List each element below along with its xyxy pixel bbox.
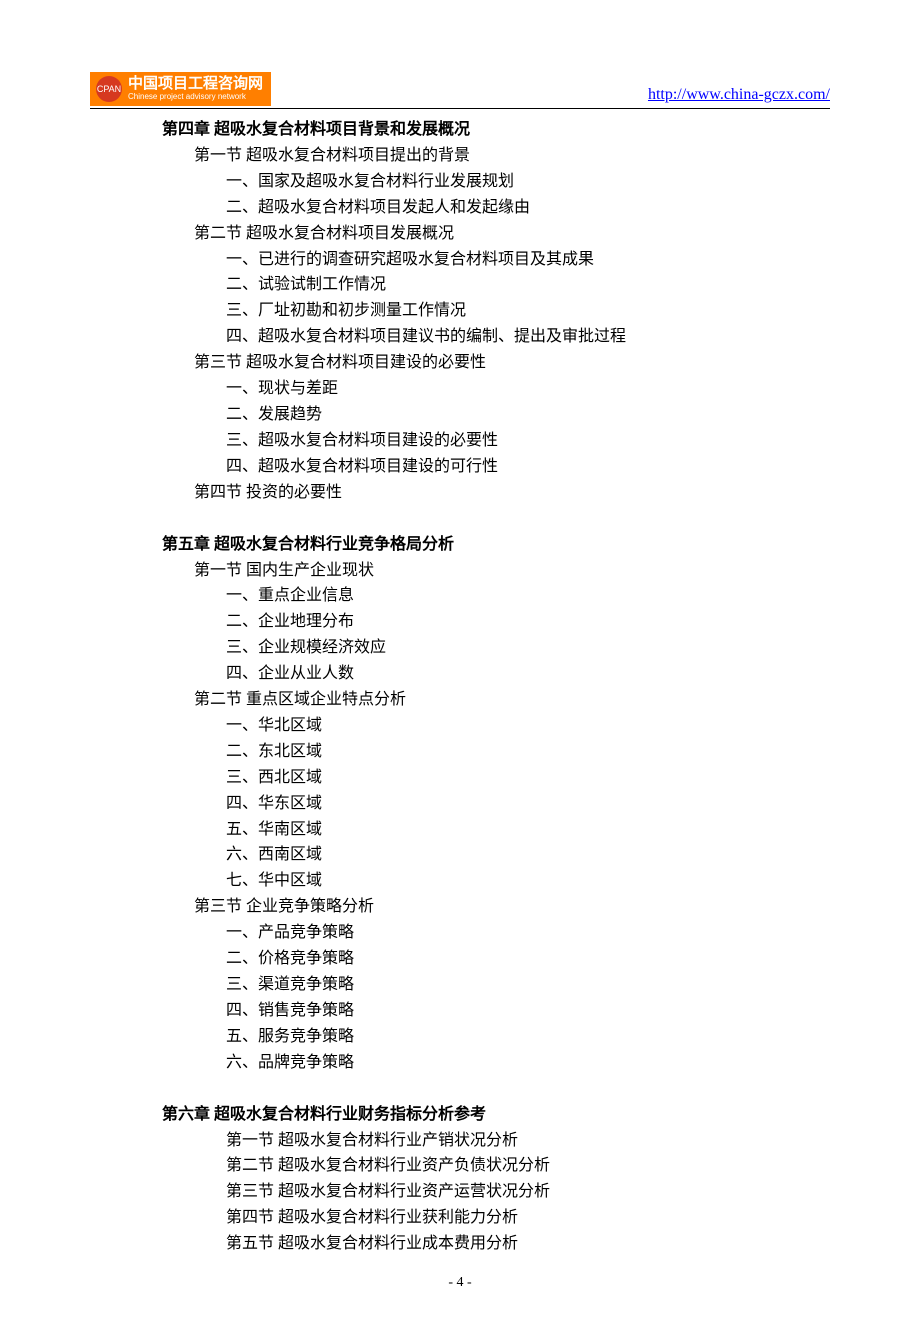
chapter-6-section-title: 第一节 超吸水复合材料行业产销状况分析: [226, 1128, 830, 1154]
toc-item: 一、已进行的调查研究超吸水复合材料项目及其成果: [226, 247, 830, 273]
toc-item: 五、华南区域: [226, 817, 830, 843]
section-spacer: [90, 1076, 830, 1102]
toc-item: 二、超吸水复合材料项目发起人和发起缘由: [226, 195, 830, 221]
chapter-6-section-title: 第五节 超吸水复合材料行业成本费用分析: [226, 1231, 830, 1257]
logo-text-group: 中国项目工程咨询网 Chinese project advisory netwo…: [128, 76, 263, 101]
toc-item: 二、价格竞争策略: [226, 946, 830, 972]
toc-item: 二、企业地理分布: [226, 609, 830, 635]
toc-item: 四、超吸水复合材料项目建设的可行性: [226, 454, 830, 480]
chapter-4-section-4-title: 第四节 投资的必要性: [194, 480, 830, 506]
chapter-4-section-2-title: 第二节 超吸水复合材料项目发展概况: [194, 221, 830, 247]
toc-item: 七、华中区域: [226, 868, 830, 894]
chapter-5-title: 第五章 超吸水复合材料行业竞争格局分析: [162, 532, 830, 558]
chapter-6-section-title: 第二节 超吸水复合材料行业资产负债状况分析: [226, 1153, 830, 1179]
document-page: CPAN 中国项目工程咨询网 Chinese project advisory …: [0, 0, 920, 1331]
logo-badge-icon: CPAN: [96, 76, 122, 102]
document-content: 第四章 超吸水复合材料项目背景和发展概况 第一节 超吸水复合材料项目提出的背景 …: [90, 117, 830, 1257]
toc-item: 二、东北区域: [226, 739, 830, 765]
page-header: CPAN 中国项目工程咨询网 Chinese project advisory …: [90, 72, 830, 109]
toc-item: 三、超吸水复合材料项目建设的必要性: [226, 428, 830, 454]
toc-item: 一、重点企业信息: [226, 583, 830, 609]
logo-english: Chinese project advisory network: [128, 93, 263, 102]
chapter-5-section-1-title: 第一节 国内生产企业现状: [194, 558, 830, 584]
toc-item: 二、发展趋势: [226, 402, 830, 428]
chapter-4-title: 第四章 超吸水复合材料项目背景和发展概况: [162, 117, 830, 143]
chapter-4-section-3-title: 第三节 超吸水复合材料项目建设的必要性: [194, 350, 830, 376]
header-url-link[interactable]: http://www.china-gczx.com/: [648, 86, 830, 106]
section-spacer: [90, 506, 830, 532]
toc-item: 四、超吸水复合材料项目建议书的编制、提出及审批过程: [226, 324, 830, 350]
toc-item: 一、国家及超吸水复合材料行业发展规划: [226, 169, 830, 195]
toc-item: 一、现状与差距: [226, 376, 830, 402]
toc-item: 一、产品竞争策略: [226, 920, 830, 946]
chapter-6-section-title: 第三节 超吸水复合材料行业资产运营状况分析: [226, 1179, 830, 1205]
toc-item: 三、西北区域: [226, 765, 830, 791]
page-number: - 4 -: [90, 1275, 830, 1291]
toc-item: 四、华东区域: [226, 791, 830, 817]
chapter-6-title: 第六章 超吸水复合材料行业财务指标分析参考: [162, 1102, 830, 1128]
toc-item: 一、华北区域: [226, 713, 830, 739]
logo-chinese: 中国项目工程咨询网: [128, 76, 263, 93]
toc-item: 三、渠道竞争策略: [226, 972, 830, 998]
toc-item: 二、试验试制工作情况: [226, 272, 830, 298]
chapter-6-section-title: 第四节 超吸水复合材料行业获利能力分析: [226, 1205, 830, 1231]
toc-item: 四、企业从业人数: [226, 661, 830, 687]
chapter-4-section-1-title: 第一节 超吸水复合材料项目提出的背景: [194, 143, 830, 169]
toc-item: 三、企业规模经济效应: [226, 635, 830, 661]
toc-item: 五、服务竞争策略: [226, 1024, 830, 1050]
chapter-5-section-2-title: 第二节 重点区域企业特点分析: [194, 687, 830, 713]
toc-item: 三、厂址初勘和初步测量工作情况: [226, 298, 830, 324]
site-logo: CPAN 中国项目工程咨询网 Chinese project advisory …: [90, 72, 271, 106]
chapter-5-section-3-title: 第三节 企业竞争策略分析: [194, 894, 830, 920]
toc-item: 六、西南区域: [226, 842, 830, 868]
toc-item: 四、销售竞争策略: [226, 998, 830, 1024]
toc-item: 六、品牌竞争策略: [226, 1050, 830, 1076]
